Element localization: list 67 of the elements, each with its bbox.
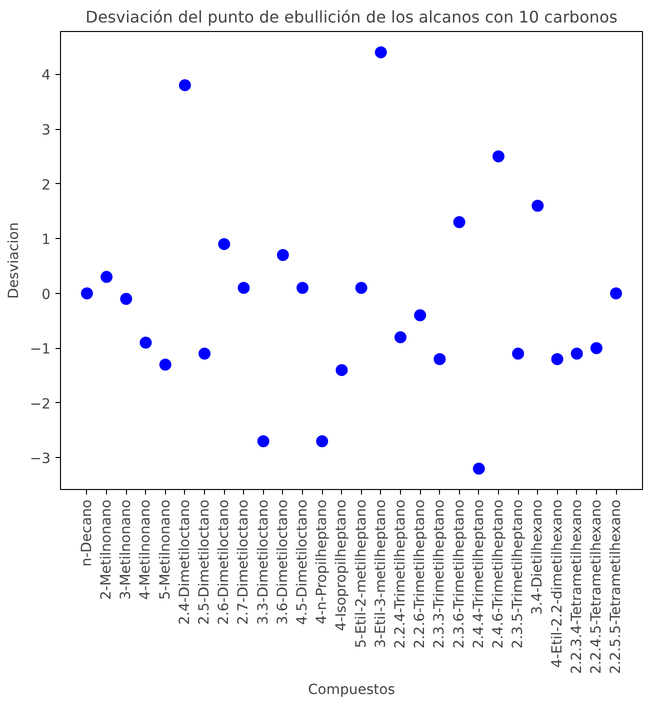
point	[453, 216, 466, 228]
x-tick-label: 2.6-Dimetiloctano	[216, 499, 232, 625]
y-tick-label: −2	[30, 396, 51, 412]
point	[336, 364, 348, 376]
y-tick-label: −1	[30, 342, 51, 358]
point	[532, 200, 544, 212]
x-tick-label: 2.3.3-Trimetilheptano	[432, 499, 448, 648]
y-axis-title: Desviacion	[6, 222, 22, 299]
x-tick-label: 2-Metilnonano	[98, 500, 115, 600]
x-tick-label: 5-Metilnonano	[157, 500, 174, 600]
x-tick-label: 2.4-Dimetiloctano	[176, 499, 193, 625]
x-tick-label: 2.3.5-Trimetilheptano	[510, 499, 526, 648]
point	[492, 150, 504, 162]
x-tick-label: 5-Etil-2-metilheptano	[353, 500, 370, 648]
x-tick-label: 2.2.4-Trimetilheptano	[392, 499, 408, 648]
point	[159, 358, 172, 371]
x-tick-label: 2.7-Dimetiloctano	[236, 499, 252, 625]
x-tick-label: 3.6-Dimetiloctano	[274, 499, 291, 625]
x-tick-label: 2.2.3.4-Tetrametilhexano	[568, 499, 585, 674]
point	[570, 348, 583, 360]
point	[80, 287, 93, 300]
x-tick-label: 3-Metilnonano	[118, 500, 134, 600]
x-tick-label: 4-Isopropilheptano	[334, 499, 350, 631]
y-tick-label: 2	[42, 177, 51, 194]
x-tick-label: 2.3.6-Trimetilheptano	[451, 499, 468, 648]
point	[551, 353, 564, 366]
point	[374, 46, 387, 58]
point	[120, 292, 132, 305]
point	[296, 282, 309, 294]
x-tick-label: 2.4.4-Trimetilheptano	[470, 499, 487, 648]
x-tick-label: 2.2.4.5-Tetrametilhexano	[588, 499, 604, 674]
point	[218, 238, 230, 250]
point	[610, 287, 622, 300]
y-tick-label: 0	[42, 286, 51, 303]
point	[140, 336, 152, 349]
point	[512, 348, 524, 360]
x-tick-label: 3-Etil-3-metilheptano	[372, 500, 389, 648]
point	[394, 331, 406, 344]
x-tick-label: 2.2.5.5-Tetrametilhexano	[608, 499, 624, 674]
x-tick-label: 4-Etil-2.2-dimetilhexano	[549, 500, 566, 668]
point	[355, 282, 368, 294]
x-tick-label: 4-Metilnonano	[138, 500, 154, 600]
point	[590, 342, 602, 354]
point	[257, 435, 270, 448]
point	[316, 435, 328, 448]
point	[414, 309, 426, 322]
point	[100, 270, 113, 283]
x-tick-label: n-Decano	[78, 499, 95, 567]
point	[434, 353, 446, 366]
y-tick-label: −3	[30, 451, 51, 468]
y-tick-label: 3	[42, 122, 51, 139]
x-tick-label: 3.4-Dietilhexano	[530, 499, 546, 615]
y-tick-label: 1	[42, 232, 51, 248]
point	[276, 249, 289, 262]
x-tick-label: 2.5-Dimetiloctano	[196, 499, 213, 625]
x-tick-label: 2.2.6-Trimetilheptano	[412, 499, 428, 648]
chart-title: Desviación del punto de ebullición de los alcanos con 10 carbonos	[85, 8, 618, 26]
point	[178, 79, 191, 92]
point	[472, 462, 485, 475]
x-tick-label: 4-n-Propilheptano	[314, 500, 330, 624]
x-axis-title: Compuestos	[308, 682, 396, 698]
x-tick-label: 4.5-Dimetiloctano	[294, 499, 311, 625]
x-tick-label: 2.4.6-Trimetilheptano	[490, 499, 506, 648]
point	[198, 348, 211, 360]
y-tick-label: 4	[42, 68, 51, 84]
x-tick-label: 3.3-Dimetiloctano	[255, 499, 272, 625]
point	[238, 282, 250, 294]
